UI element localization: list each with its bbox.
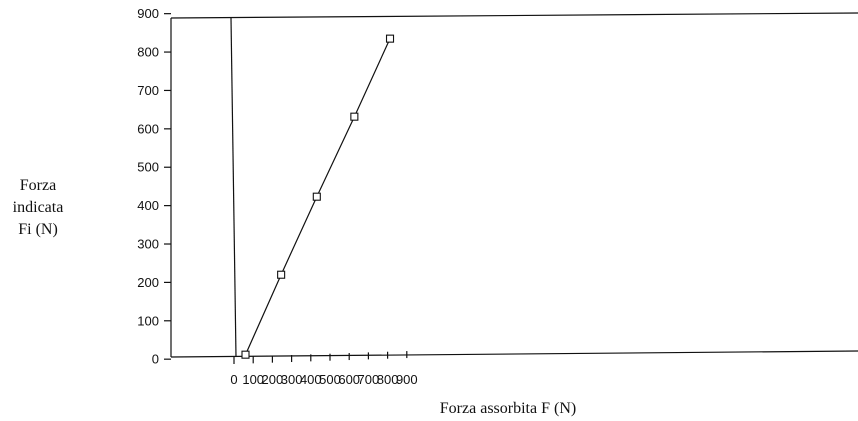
x-tick-label: 300 bbox=[281, 372, 303, 387]
y-tick-label: 200 bbox=[137, 275, 159, 290]
top-border-line bbox=[170, 12, 858, 19]
y-tick-label: 700 bbox=[137, 83, 159, 98]
series bbox=[241, 34, 395, 359]
data-point-marker bbox=[312, 192, 321, 201]
x-tick-label: 900 bbox=[396, 372, 418, 387]
data-point-marker bbox=[350, 112, 359, 121]
data-point-marker bbox=[241, 350, 250, 359]
x-tick-label: 500 bbox=[319, 372, 341, 387]
x-axis-line bbox=[170, 350, 858, 358]
x-axis-title: Forza assorbita F (N) bbox=[440, 400, 576, 417]
y-tick-label: 400 bbox=[137, 198, 159, 213]
zero-reference-line bbox=[230, 17, 237, 358]
x-tick-label: 100 bbox=[242, 372, 264, 387]
data-point-marker bbox=[385, 34, 395, 43]
y-tick-label: 800 bbox=[137, 45, 159, 60]
x-tick-label: 700 bbox=[358, 372, 380, 387]
y-tick-label: 100 bbox=[137, 313, 159, 328]
y-axis-title-line-1: Forza bbox=[20, 177, 56, 194]
data-point-marker bbox=[277, 270, 286, 279]
x-tick-label: 200 bbox=[262, 372, 284, 387]
y-tick-label: 0 bbox=[152, 352, 159, 367]
frame bbox=[170, 12, 858, 358]
y-tick-label: 300 bbox=[137, 237, 159, 252]
y-axis-title-line-3: Fi (N) bbox=[18, 221, 58, 238]
x-tick-label: 400 bbox=[300, 372, 322, 387]
x-tick-label: 0 bbox=[230, 372, 237, 387]
y-ticks: 0 100 200 300 400 500 600 700 800 900 bbox=[137, 6, 171, 367]
y-axis-title-line-2: indicata bbox=[13, 199, 64, 216]
x-tick-label: 800 bbox=[377, 372, 399, 387]
y-tick-label: 600 bbox=[137, 121, 159, 136]
y-axis-title: Forza indicata Fi (N) bbox=[13, 177, 64, 238]
x-tick-label: 600 bbox=[338, 372, 360, 387]
y-tick-label: 500 bbox=[137, 160, 159, 175]
y-tick-label: 900 bbox=[137, 6, 159, 21]
